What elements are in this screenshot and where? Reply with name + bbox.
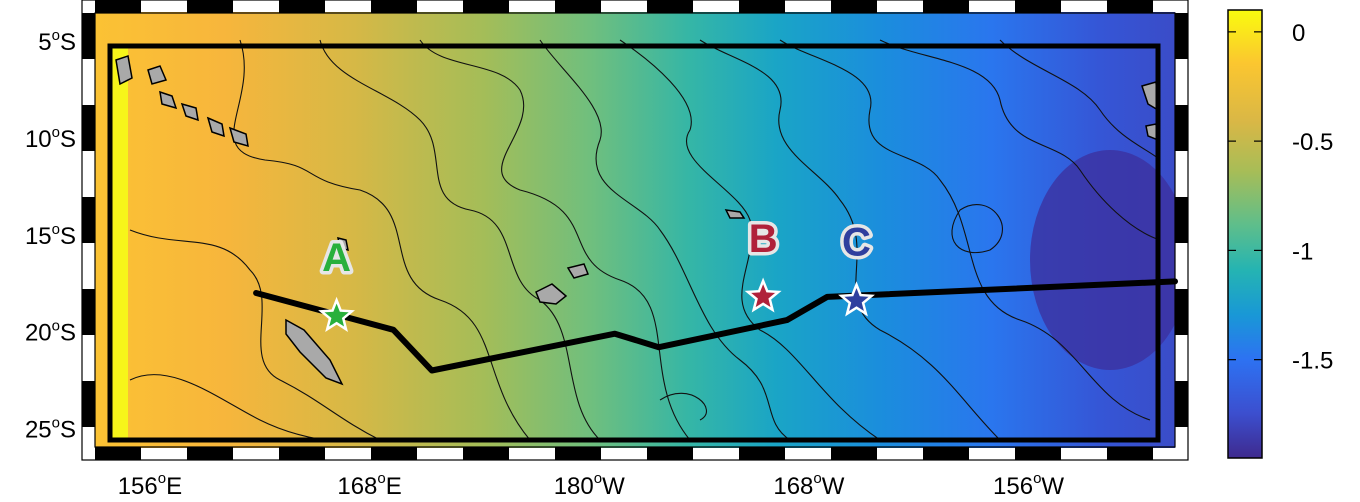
latitude-tick-label: 10oS <box>25 124 76 153</box>
station-a[interactable]: A <box>318 233 356 332</box>
latitude-tick-label: 5oS <box>38 27 76 56</box>
longitude-tick-label: 168oW <box>773 470 844 500</box>
colorbar-tick-label: -1 <box>1292 238 1313 265</box>
land-masses <box>115 55 1159 386</box>
latitude-tick-label: 15oS <box>25 221 76 250</box>
station-star-icon[interactable] <box>838 281 875 317</box>
cruise-track <box>253 278 1178 374</box>
latitude-tick-label: 25oS <box>25 415 76 444</box>
colorbar-scale <box>1227 9 1263 459</box>
station-b[interactable]: B <box>744 213 782 313</box>
station-label: A <box>322 236 351 280</box>
station-label: B <box>749 217 778 261</box>
colorbar-tick-label: -1.5 <box>1292 348 1333 375</box>
station-star-icon[interactable] <box>744 277 782 313</box>
stations: A B C <box>318 213 875 332</box>
colorbar-tick-label: 0 <box>1292 20 1305 47</box>
sst-field <box>95 12 1175 448</box>
longitude-tick-label: 168oE <box>337 470 401 500</box>
latitude-tick-label: 20oS <box>25 318 76 347</box>
colorbar-ticks: 0 -0.5 -1 -1.5 <box>1228 20 1333 375</box>
longitude-tick-label: 156oW <box>993 470 1064 500</box>
longitude-tick-label: 180oW <box>554 470 625 500</box>
colorbar: 0 -0.5 -1 -1.5 <box>1227 9 1333 459</box>
colorbar-tick-label: -0.5 <box>1292 129 1333 156</box>
station-c[interactable]: C <box>838 217 875 317</box>
longitude-ticks: 156oE 168oE 180oW 168oW 156oW <box>118 470 1065 500</box>
contour-lines <box>129 39 1161 443</box>
region-box <box>107 43 1161 443</box>
longitude-tick-label: 156oE <box>118 470 182 500</box>
latitude-ticks: 5oS 10oS 15oS 20oS 25oS <box>25 27 76 444</box>
station-label: C <box>842 221 871 265</box>
station-star-icon[interactable] <box>318 296 356 332</box>
map-frame <box>81 0 1189 461</box>
